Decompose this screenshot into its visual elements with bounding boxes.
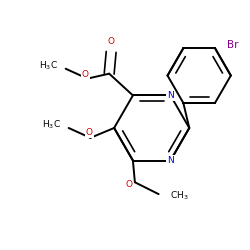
Text: O: O bbox=[82, 70, 89, 79]
Text: Br: Br bbox=[227, 40, 238, 50]
Text: N: N bbox=[167, 91, 174, 100]
Text: H$_3$C: H$_3$C bbox=[39, 60, 58, 72]
Text: H$_3$C: H$_3$C bbox=[42, 119, 61, 131]
Text: CH$_3$: CH$_3$ bbox=[170, 190, 189, 202]
Text: O: O bbox=[86, 128, 93, 138]
Text: N: N bbox=[167, 156, 174, 165]
Text: O: O bbox=[126, 180, 132, 189]
Text: O: O bbox=[108, 37, 115, 46]
